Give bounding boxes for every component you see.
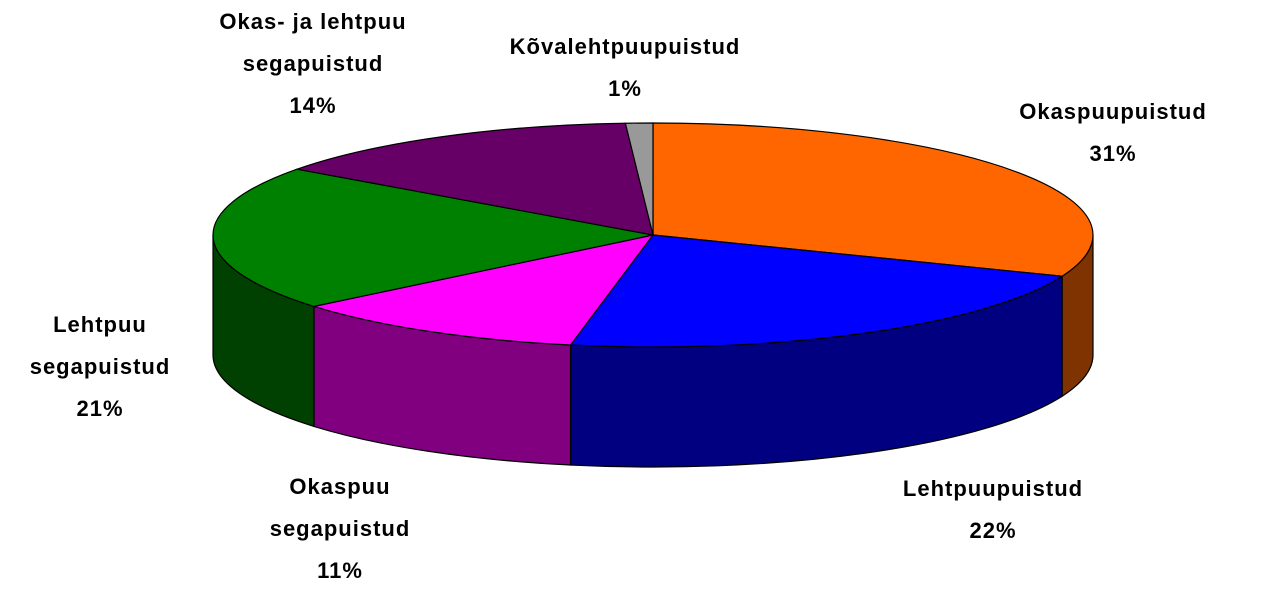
chart (212, 122, 1094, 468)
slice-label: Lehtpuupuistud 22% (903, 468, 1083, 552)
value-label: 31% (1089, 141, 1137, 166)
slice-label: Lehtpuu segapuistud 21% (0, 304, 200, 430)
slice-label: Okaspuu segapuistud 11% (240, 466, 440, 592)
category-name: Okas- ja lehtpuu segapuistud (219, 9, 407, 76)
slice-top (311, 234, 655, 346)
value-label: 22% (969, 518, 1017, 543)
slice-label: Okas- ja lehtpuu segapuistud 14% (198, 1, 428, 127)
slice-label: Okaspuupuistud 31% (1019, 91, 1207, 175)
slice-top (652, 122, 1094, 277)
slice-top (569, 234, 1064, 348)
category-name: Lehtpuu segapuistud (29, 312, 171, 379)
slice-label: Kõvalehtpuupuistud 1% (510, 26, 741, 110)
slice-top (294, 122, 654, 236)
category-name: Okaspuu segapuistud (269, 474, 411, 541)
category-name: Kõvalehtpuupuistud (509, 34, 741, 59)
value-label: 21% (76, 396, 124, 421)
slice-top (624, 122, 654, 236)
category-name: Okaspuupuistud (1019, 99, 1207, 124)
value-label: 14% (289, 93, 337, 118)
page: {"chart_data": {"type": "pie3d", "catego… (0, 1, 1207, 583)
value-label: 11% (317, 558, 363, 583)
value-label: 1% (608, 76, 642, 101)
category-name: Lehtpuupuistud (902, 476, 1084, 501)
slice-top (212, 168, 654, 308)
